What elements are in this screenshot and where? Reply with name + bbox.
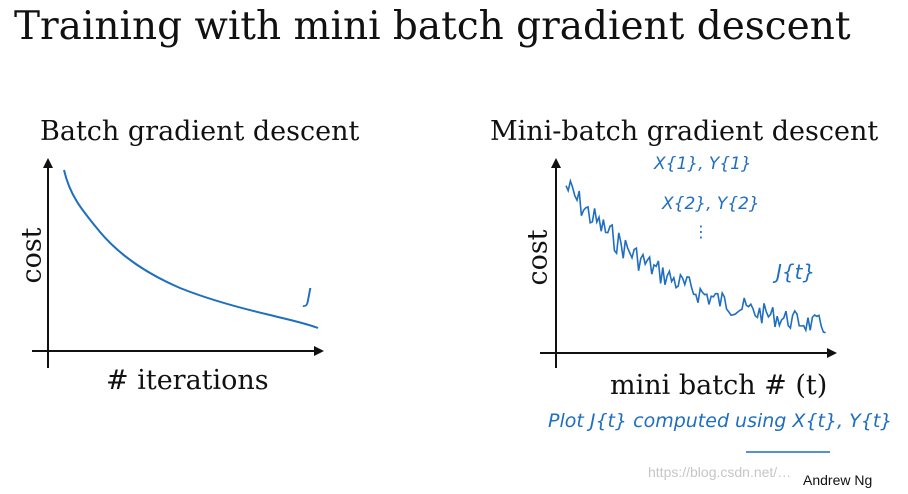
right-plot-title: Mini-batch gradient descent [490, 116, 879, 147]
minibatch-note-ellipsis: ⋮ [693, 222, 709, 241]
batch-cost-curve [63, 169, 319, 329]
slide-title: Training with mini batch gradient descen… [14, 4, 851, 49]
author-credit: Andrew Ng [803, 472, 873, 488]
right-x-axis-label: mini batch # (t) [610, 370, 828, 401]
left-plot-title: Batch gradient descent [40, 116, 360, 147]
watermark: https://blog.csdn.net/… [648, 464, 792, 480]
right-curve-label: J{t} [776, 260, 816, 284]
left-x-axis-label: # iterations [106, 365, 269, 396]
left-curve-label: J [306, 284, 312, 308]
minibatch-cost-curve [565, 178, 826, 334]
handwritten-plot-note: Plot J{t} computed using X{t}, Y{t} [548, 410, 893, 432]
minibatch-note-1: X{1}, Y{1} [654, 154, 752, 174]
minibatch-note-2: X{2}, Y{2} [662, 194, 760, 214]
